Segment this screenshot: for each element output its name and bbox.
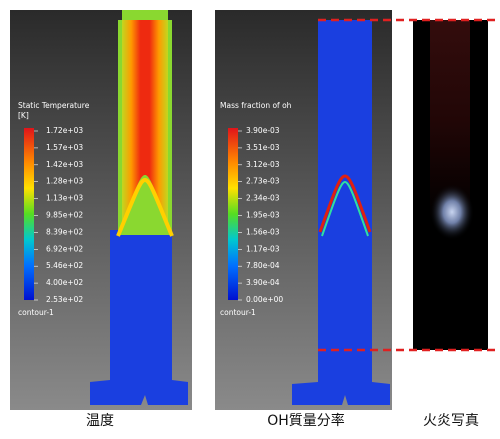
legend-label: 1.42e+03 [46,160,83,169]
legend-label: 8.39e+02 [46,227,83,236]
legend-label: 1.17e-03 [246,244,280,253]
caption: OH質量分率 [267,412,345,429]
legend-label: 2.34e-03 [246,194,280,203]
legend-footer: contour-1 [220,308,256,317]
legend-label: 3.12e-03 [246,160,280,169]
legend-label: 1.13e+03 [46,194,83,203]
caption: 温度 [86,413,114,429]
legend-label: 2.53e+02 [46,295,83,304]
legend-title: Static Temperature [18,101,90,110]
legend-label: 1.95e-03 [246,211,280,220]
legend-label: 1.57e+03 [46,143,83,152]
legend-label: 3.90e-03 [246,126,280,135]
legend-label: 2.73e-03 [246,177,280,186]
legend-label: 5.46e+02 [46,261,83,270]
legend-unit: [K] [18,111,29,120]
jet-core [122,20,168,228]
nozzle [90,230,188,405]
legend-label: 0.00e+00 [246,295,283,304]
legend-label: 4.00e+02 [46,278,83,287]
domain [292,20,390,405]
colorbar [24,128,34,300]
legend-label: 9.85e+02 [46,211,83,220]
caption: 火炎写真 [423,413,479,429]
legend-label: 6.92e+02 [46,244,83,253]
legend-title: Mass fraction of oh [220,101,292,110]
legend-label: 7.80e-04 [246,261,280,270]
oh-front-edge [321,180,369,237]
legend-label: 1.72e+03 [46,126,83,135]
photo-glow [430,184,474,240]
flame-front [116,177,174,237]
legend-footer: contour-1 [18,308,54,317]
colorbar [228,128,238,300]
legend-label: 3.51e-03 [246,143,280,152]
legend-label: 1.56e-03 [246,227,280,236]
legend-label: 3.90e-04 [246,278,280,287]
oh-front [318,174,372,233]
legend-label: 1.28e+03 [46,177,83,186]
